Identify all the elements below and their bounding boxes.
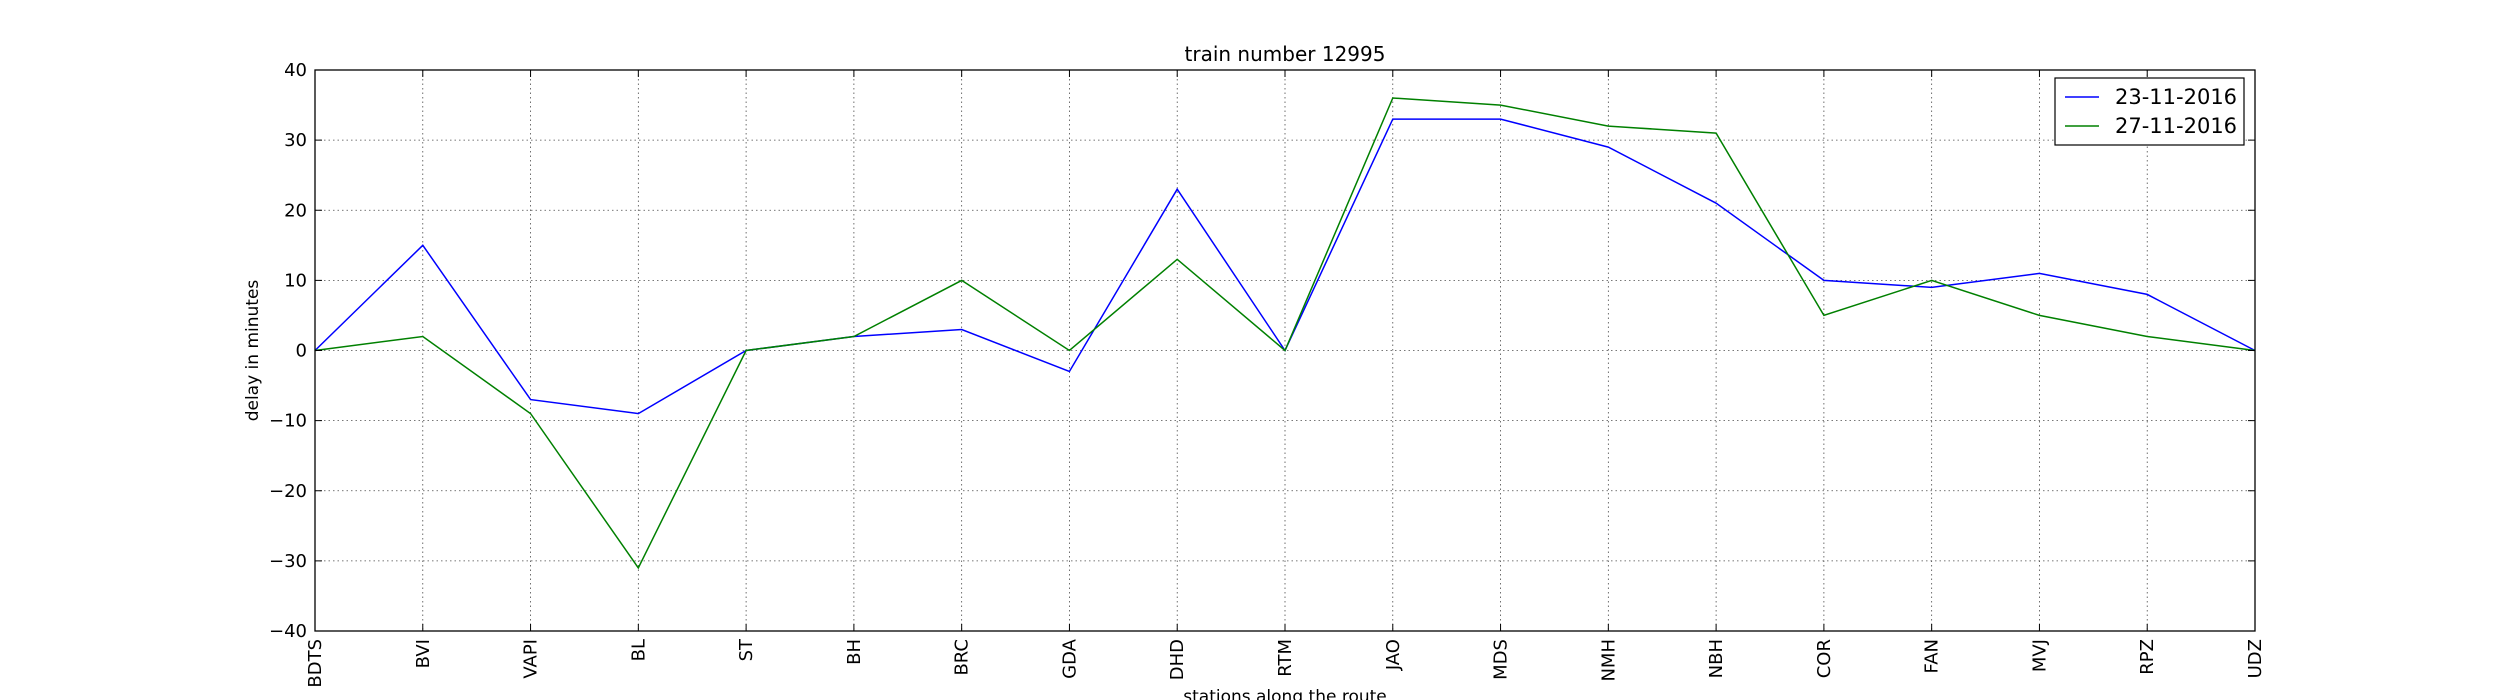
y-tick-label: 10 (284, 270, 307, 291)
x-tick-label: MVJ (2029, 639, 2050, 672)
legend-label-23-11-2016: 23-11-2016 (2115, 85, 2237, 109)
y-tick-label: 30 (284, 130, 307, 151)
series-line-27-11-2016 (314, 97, 2256, 570)
x-tick-label: MDS (1491, 639, 1512, 680)
x-tick-label: BH (844, 639, 865, 665)
y-tick-label: −40 (269, 621, 307, 642)
y-tick-label: −30 (269, 551, 307, 572)
x-tick-label: BRC (952, 639, 973, 676)
x-tick-label: VAPI (521, 639, 542, 679)
x-tick-label: RPZ (2137, 639, 2158, 675)
x-tick-label: UDZ (2245, 639, 2266, 678)
x-tick-label: NBH (1706, 639, 1727, 678)
y-axis-label: delay in minutes (243, 280, 263, 422)
axis-ticks: BDTS BVI VAPI BL ST BH BRC GDA DHD RTM JAO MDS NMH NB… (269, 60, 2266, 688)
x-tick-label: NMH (1598, 639, 1619, 682)
x-tick-label: BVI (413, 639, 434, 668)
x-tick-label: JAO (1383, 639, 1404, 671)
y-tick-label: −20 (269, 481, 307, 502)
legend: 23-11-2016 27-11-2016 (2054, 77, 2245, 146)
chart-title: train number 12995 (1185, 42, 1386, 66)
x-tick-label: GDA (1059, 638, 1080, 678)
x-tick-label: FAN (1922, 639, 1943, 673)
y-tick-label: 0 (296, 341, 307, 362)
x-axis-label: stations along the route (1183, 687, 1387, 700)
legend-label-27-11-2016: 27-11-2016 (2115, 114, 2237, 138)
y-tick-label: 40 (284, 60, 307, 81)
series-line-23-11-2016 (314, 118, 2256, 415)
legend-box (2054, 77, 2245, 146)
y-tick-label: −10 (269, 411, 307, 432)
x-tick-label: COR (1814, 639, 1835, 678)
x-tick-label: BDTS (305, 639, 326, 688)
series-lines (314, 97, 2256, 570)
x-tick-label: ST (736, 638, 757, 661)
x-tick-label: BL (628, 639, 649, 661)
y-tick-label: 20 (284, 200, 307, 221)
x-tick-label: DHD (1167, 639, 1188, 680)
x-tick-label: RTM (1275, 639, 1296, 677)
